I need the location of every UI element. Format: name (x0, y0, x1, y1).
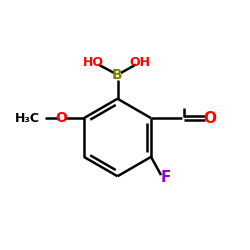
Text: F: F (161, 170, 171, 185)
Text: B: B (112, 68, 123, 82)
Text: H₃C: H₃C (15, 112, 40, 124)
Text: O: O (56, 111, 68, 125)
Text: HO: HO (83, 56, 104, 69)
Text: O: O (203, 110, 216, 126)
Text: OH: OH (130, 56, 150, 69)
